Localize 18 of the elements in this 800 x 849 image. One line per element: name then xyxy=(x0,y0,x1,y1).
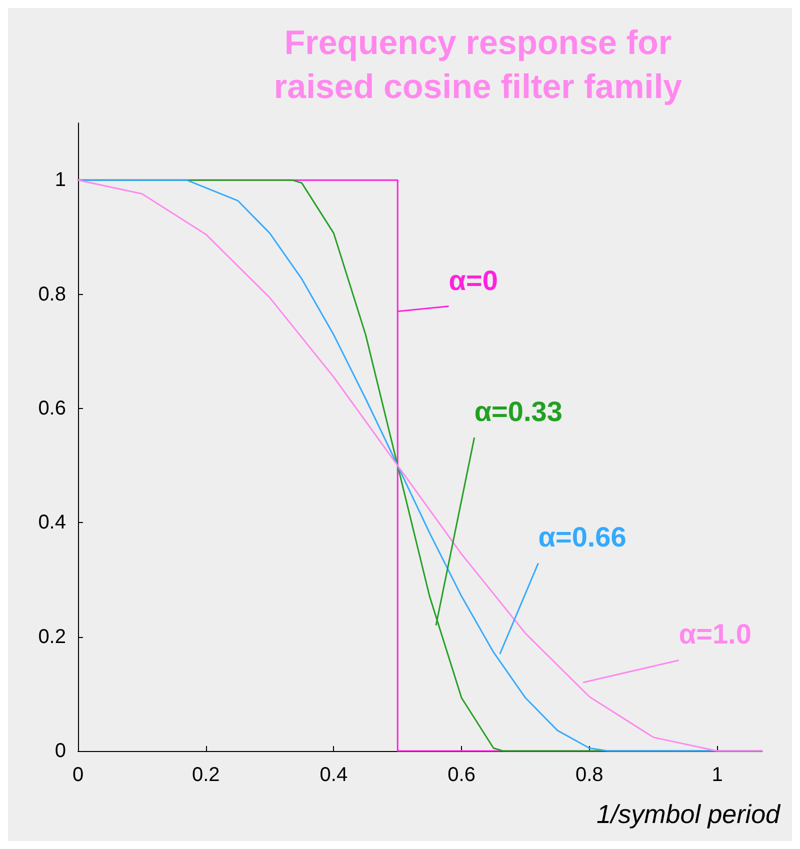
y-tick-label: 0.4 xyxy=(38,512,66,534)
chart-title: Frequency response for raised cosine filter family xyxy=(274,24,682,106)
x-tick-label: 0.2 xyxy=(192,764,220,786)
x-tick-label: 0 xyxy=(72,764,84,786)
series-label: α=0 xyxy=(448,264,498,296)
x-tick-label: 0.8 xyxy=(575,764,604,786)
text: α=1.0 xyxy=(678,618,752,650)
x-tick-label: 0.4 xyxy=(320,764,348,786)
x-tick-label: 0.6 xyxy=(448,764,476,786)
y-tick-label: 1 xyxy=(54,169,66,192)
y-tick-label: 0.8 xyxy=(38,283,66,306)
y-tick-label: 0 xyxy=(54,740,66,762)
y-tick-label: 0.2 xyxy=(38,626,66,648)
x-tick-label: 1 xyxy=(712,764,723,786)
x-axis-title: 1/symbol period xyxy=(596,799,782,829)
text: α=0.33 xyxy=(474,396,562,428)
y-tick-label: 0.6 xyxy=(38,397,66,420)
text: α=0.66 xyxy=(538,522,626,553)
